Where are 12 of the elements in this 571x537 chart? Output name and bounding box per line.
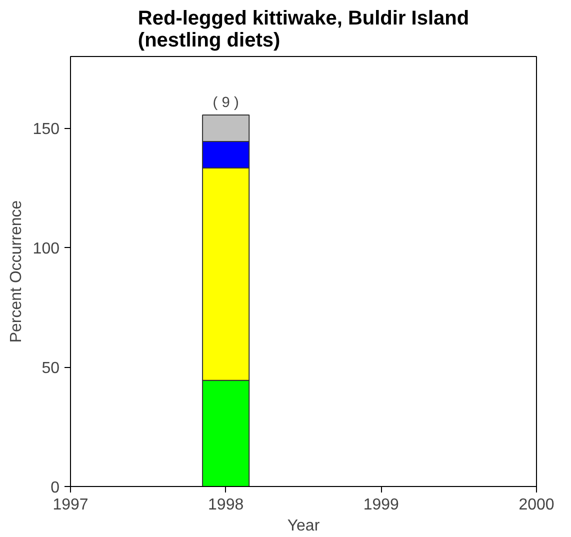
y-tick-label: 100: [32, 240, 60, 258]
y-axis-title: Percent Occurrence: [8, 200, 25, 343]
annotation: ( 9 ): [212, 95, 239, 112]
x-tick-label: 1997: [52, 496, 88, 514]
x-axis-title: Year: [287, 518, 320, 534]
x-tick-label: 1998: [208, 496, 244, 514]
y-tick-label: 50: [42, 360, 60, 378]
y-tick-label: 150: [32, 121, 60, 138]
chart-title: Red-legged kittiwake, Buldir Island (nestling diets): [138, 8, 470, 52]
x-tick-label: 1999: [363, 496, 400, 514]
y-tick-label: 0: [50, 480, 60, 496]
x-tick-label: 2000: [518, 496, 554, 514]
